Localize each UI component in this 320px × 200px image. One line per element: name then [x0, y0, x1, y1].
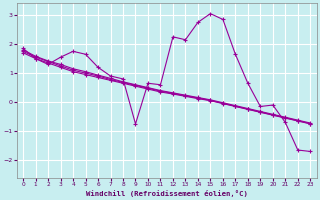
X-axis label: Windchill (Refroidissement éolien,°C): Windchill (Refroidissement éolien,°C)	[86, 190, 248, 197]
